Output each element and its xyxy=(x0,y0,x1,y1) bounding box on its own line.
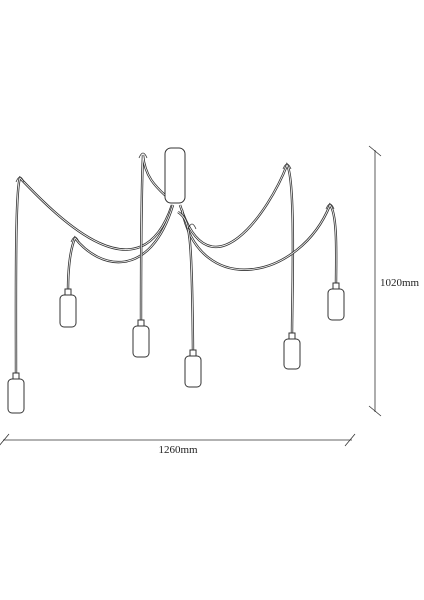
canopy xyxy=(164,147,186,204)
width-dimension xyxy=(0,433,356,447)
height-dimension xyxy=(368,145,382,417)
hooks xyxy=(15,152,335,243)
sockets xyxy=(7,282,345,414)
width-label: 1260mm xyxy=(158,444,198,456)
height-label: 1020mm xyxy=(380,277,420,289)
